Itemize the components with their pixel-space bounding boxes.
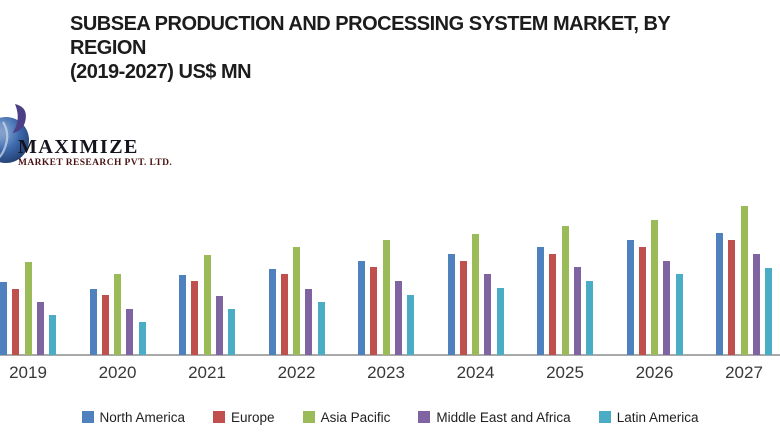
logo-title: MAXIMIZE <box>18 136 139 158</box>
x-axis-line <box>0 354 780 356</box>
legend-swatch-asia-pacific <box>302 411 315 423</box>
chart-title-line2: (2019-2027) US$ MN <box>70 61 252 83</box>
x-axis-label-2026: 2026 <box>635 363 674 382</box>
bar-north-america-2020 <box>89 289 97 355</box>
bar-north-america-2023 <box>358 261 365 355</box>
legend-label-europe: Europe <box>231 409 275 425</box>
bar-middle-east-and-africa-2019 <box>36 302 44 355</box>
bar-asia-pacific-2027 <box>740 206 748 355</box>
legend-swatch-latin-america <box>598 411 611 423</box>
bar-latin-america-2020 <box>138 322 146 355</box>
chart-title: SUBSEA PRODUCTION AND PROCESSING SYSTEM … <box>70 12 735 84</box>
bar-north-america-2022 <box>268 269 276 355</box>
bar-europe-2024 <box>459 261 467 355</box>
bar-middle-east-and-africa-2020 <box>126 309 134 355</box>
bar-asia-pacific-2021 <box>203 255 211 355</box>
legend-item-asia-pacific: Asia Pacific <box>302 409 391 425</box>
bar-latin-america-2026 <box>675 274 683 355</box>
x-axis-label-2020: 2020 <box>98 363 137 382</box>
bar-asia-pacific-2020 <box>114 274 122 355</box>
x-axis-label-2024: 2024 <box>456 363 495 382</box>
legend-item-north-america: North America <box>81 409 186 425</box>
bar-europe-2022 <box>280 274 288 355</box>
bar-north-america-2019 <box>0 282 7 355</box>
legend-item-middle-east-and-africa: Middle East and Africa <box>418 409 571 425</box>
logo-subtitle: MARKET RESEARCH PVT. LTD. <box>18 158 173 168</box>
legend-label-middle-east-and-africa: Middle East and Africa <box>436 409 571 425</box>
bar-latin-america-2024 <box>496 288 504 355</box>
bar-asia-pacific-2026 <box>651 220 659 355</box>
x-axis-label-2025: 2025 <box>546 363 584 382</box>
bar-north-america-2026 <box>626 240 634 355</box>
bar-europe-2027 <box>728 240 736 355</box>
bar-north-america-2024 <box>447 254 455 355</box>
bar-latin-america-2021 <box>228 309 236 355</box>
bar-asia-pacific-2025 <box>561 226 569 355</box>
bar-middle-east-and-africa-2022 <box>305 289 313 355</box>
chart-title-line1: SUBSEA PRODUCTION AND PROCESSING SYSTEM … <box>70 13 670 59</box>
x-axis-label-2021: 2021 <box>188 363 226 382</box>
bar-asia-pacific-2019 <box>24 262 32 355</box>
bar-europe-2023 <box>370 267 378 355</box>
bar-middle-east-and-africa-2025 <box>573 267 581 355</box>
bar-middle-east-and-africa-2024 <box>484 274 492 355</box>
bar-europe-2026 <box>638 247 646 355</box>
bar-middle-east-and-africa-2026 <box>663 261 671 355</box>
bar-north-america-2021 <box>179 275 186 355</box>
legend-label-latin-america: Latin America <box>616 409 699 425</box>
x-axis-label-2022: 2022 <box>277 363 316 382</box>
bar-latin-america-2022 <box>317 302 325 355</box>
x-axis-label-2023: 2023 <box>367 363 405 382</box>
bar-europe-2020 <box>101 295 109 355</box>
bar-north-america-2027 <box>716 233 723 355</box>
legend-item-europe: Europe <box>213 410 275 425</box>
legend-swatch-europe <box>213 411 226 423</box>
legend-label-north-america: North America <box>99 409 186 425</box>
x-axis-label-2027: 2027 <box>725 363 763 382</box>
legend-swatch-middle-east-and-africa <box>418 411 431 423</box>
maximize-market-research-logo: MAXIMIZE MARKET RESEARCH PVT. LTD. <box>0 98 172 178</box>
bar-latin-america-2019 <box>49 315 57 355</box>
bar-asia-pacific-2024 <box>472 234 480 355</box>
bar-europe-2025 <box>549 254 557 355</box>
bar-europe-2019 <box>12 289 20 355</box>
bar-middle-east-and-africa-2023 <box>394 281 402 355</box>
bar-asia-pacific-2023 <box>382 240 390 355</box>
legend-label-asia-pacific: Asia Pacific <box>320 409 391 425</box>
bar-latin-america-2023 <box>407 295 415 355</box>
bar-middle-east-and-africa-2027 <box>752 254 760 355</box>
bar-asia-pacific-2022 <box>293 247 301 355</box>
bar-europe-2021 <box>191 281 199 355</box>
globe-swoosh-icon <box>0 104 29 163</box>
bar-latin-america-2027 <box>765 268 773 355</box>
legend: North America Europe Asia Pacific Middle Ea… <box>0 405 780 429</box>
legend-swatch-north-america <box>81 411 94 423</box>
bar-north-america-2025 <box>537 247 544 355</box>
bar-latin-america-2025 <box>586 281 594 355</box>
bar-middle-east-and-africa-2021 <box>215 296 223 355</box>
x-axis-label-2019: 2019 <box>9 363 47 382</box>
legend-item-latin-america: Latin America <box>598 409 699 425</box>
